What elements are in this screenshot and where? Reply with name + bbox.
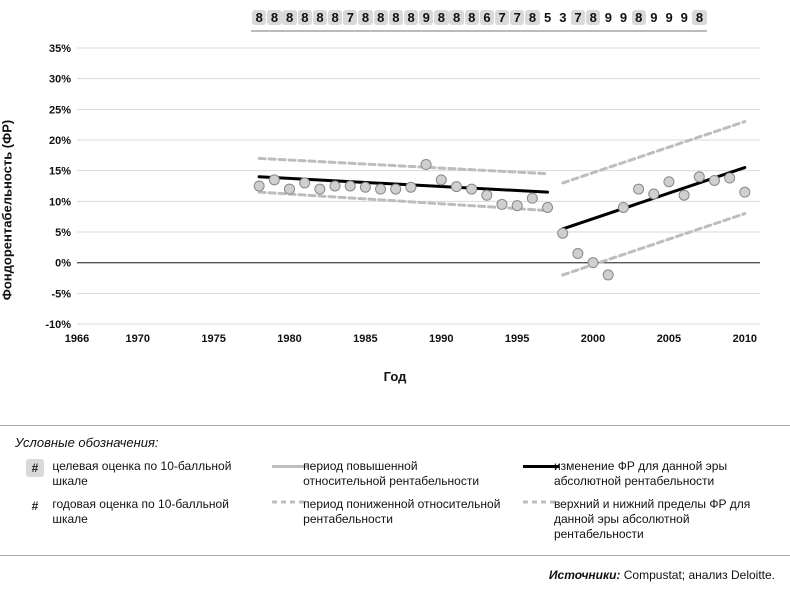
chart-svg: -10% -5% 0% 5% 10% 15% 20% 25% 30% 35% 1966 1970 197…	[15, 40, 775, 360]
x-axis-label: Год	[384, 369, 407, 384]
line-solid-black-icon	[523, 459, 551, 485]
top-score: 9	[601, 10, 615, 25]
svg-text:20%: 20%	[49, 135, 71, 147]
svg-text:35%: 35%	[49, 43, 71, 55]
legend-label: годовая оценка по 10-балльной шкале	[52, 497, 252, 527]
legend-label: изменение ФР для данной эры абсолютной р…	[554, 459, 754, 489]
separator-top	[0, 425, 790, 426]
top-score: 8	[525, 10, 539, 25]
svg-text:1970: 1970	[125, 333, 149, 345]
svg-text:0%: 0%	[55, 258, 71, 270]
top-score: 8	[313, 10, 327, 25]
svg-text:2010: 2010	[733, 333, 757, 345]
svg-text:2005: 2005	[657, 333, 681, 345]
top-score: 8	[586, 10, 600, 25]
top-score: 9	[419, 10, 433, 25]
legend-label: период пониженной относительной рентабел…	[303, 497, 503, 527]
top-score: 7	[571, 10, 585, 25]
legend-label: период повышенной относительной рентабел…	[303, 459, 503, 489]
hash-boxed-icon: #	[21, 459, 49, 485]
top-score: 8	[252, 10, 266, 25]
top-score: 5	[541, 10, 555, 25]
svg-text:1990: 1990	[429, 333, 453, 345]
line-dash-grey2-icon	[523, 497, 551, 523]
top-score: 8	[282, 10, 296, 25]
top-score: 9	[662, 10, 676, 25]
sources-text: Compustat; анализ Deloitte.	[624, 568, 775, 582]
line-solid-grey-icon	[272, 459, 300, 485]
svg-text:1995: 1995	[505, 333, 529, 345]
legend: # целевая оценка по 10-балльной шкале пе…	[15, 455, 775, 546]
top-score: 8	[374, 10, 388, 25]
top-score: 8	[328, 10, 342, 25]
top-score: 6	[480, 10, 494, 25]
sources-label: Источники:	[549, 568, 621, 582]
svg-text:-10%: -10%	[45, 319, 71, 331]
svg-text:30%: 30%	[49, 74, 71, 86]
top-score: 9	[647, 10, 661, 25]
svg-text:5%: 5%	[55, 227, 71, 239]
top-score: 7	[510, 10, 524, 25]
svg-text:1985: 1985	[353, 333, 377, 345]
top-score: 8	[358, 10, 372, 25]
top-score: 7	[343, 10, 357, 25]
legend-title: Условные обозначения:	[15, 435, 159, 450]
top-score: 8	[434, 10, 448, 25]
top-score: 8	[267, 10, 281, 25]
sources-line: Источники: Compustat; анализ Deloitte.	[549, 568, 775, 582]
top-score: 8	[389, 10, 403, 25]
legend-label: верхний и нижний пределы ФР для данной э…	[554, 497, 754, 542]
top-score: 9	[677, 10, 691, 25]
chart-container: Фондорентабельность (ФР) -10%-5%0%5%10%1…	[15, 40, 775, 380]
top-score: 8	[632, 10, 646, 25]
svg-text:15%: 15%	[49, 166, 71, 178]
top-score-underline	[251, 30, 707, 32]
top-score: 3	[556, 10, 570, 25]
top-score: 8	[449, 10, 463, 25]
top-score: 8	[404, 10, 418, 25]
top-score: 8	[298, 10, 312, 25]
top-score: 8	[465, 10, 479, 25]
top-score: 7	[495, 10, 509, 25]
separator-bottom	[0, 555, 790, 556]
y-axis-label: Фондорентабельность (ФР)	[0, 120, 15, 300]
hash-plain-icon: #	[21, 497, 49, 523]
svg-text:2000: 2000	[581, 333, 605, 345]
svg-text:1966: 1966	[65, 333, 89, 345]
top-score: 9	[616, 10, 630, 25]
svg-text:1975: 1975	[201, 333, 225, 345]
line-dash-grey-icon	[272, 497, 300, 523]
svg-text:25%: 25%	[49, 104, 71, 116]
svg-text:1980: 1980	[277, 333, 301, 345]
top-score: 8	[692, 10, 706, 25]
svg-text:10%: 10%	[49, 196, 71, 208]
svg-text:-5%: -5%	[51, 288, 71, 300]
legend-label: целевая оценка по 10-балльной шкале	[52, 459, 252, 489]
